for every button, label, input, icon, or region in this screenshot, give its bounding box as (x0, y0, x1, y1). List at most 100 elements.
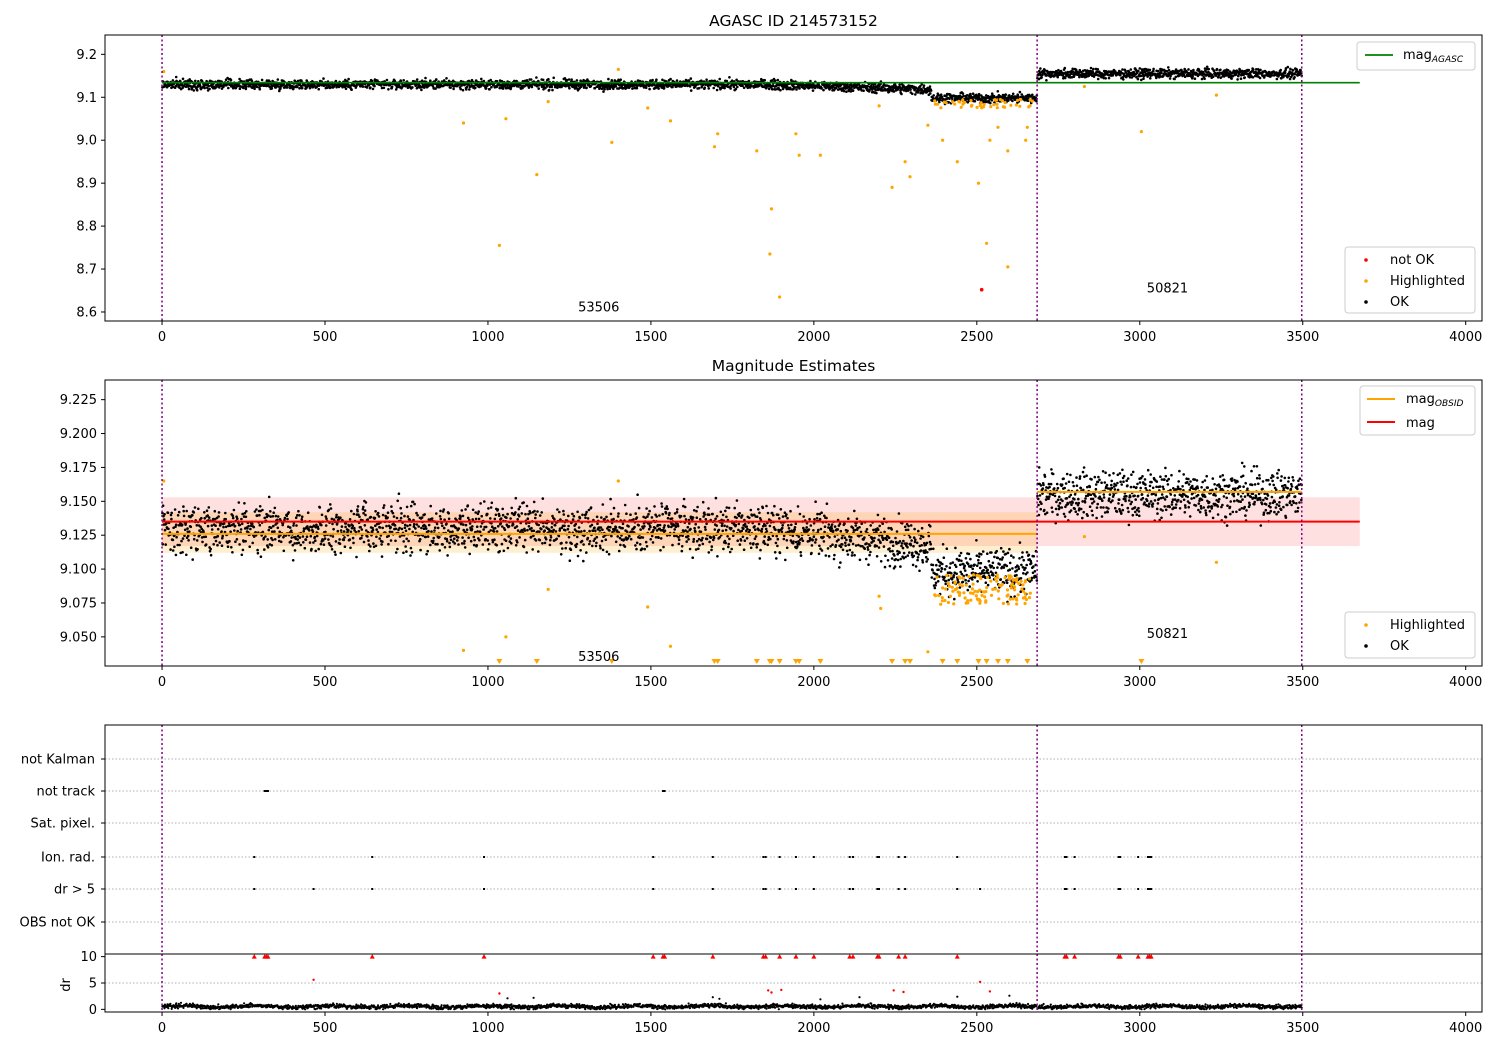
ok-point (206, 514, 209, 517)
ok-point (256, 551, 260, 555)
ok-point (609, 525, 612, 529)
ok-point (830, 527, 834, 530)
ok-point (411, 500, 415, 504)
highlighted-point (1006, 149, 1010, 153)
ok-point (324, 530, 327, 534)
ok-point (196, 548, 199, 551)
ok-point (767, 87, 771, 91)
ok-point (489, 529, 493, 532)
ok-point (217, 511, 221, 514)
ok-point (782, 537, 786, 541)
ok-point (800, 537, 804, 540)
ok-point (571, 512, 574, 516)
ok-point (170, 517, 173, 521)
ok-point (914, 86, 918, 90)
ok-point (715, 515, 719, 518)
ok-point (181, 551, 184, 554)
ok-point (492, 530, 496, 533)
ok-point (498, 86, 502, 90)
ok-point (686, 525, 690, 529)
ok-point (350, 88, 353, 91)
ok-point (373, 516, 377, 520)
ok-point (665, 505, 669, 508)
ok-point (1282, 74, 1286, 77)
ok-point (553, 523, 557, 527)
ok-point (427, 523, 431, 527)
ok-point (1140, 78, 1143, 82)
ok-point (766, 511, 770, 515)
ok-point (302, 541, 305, 544)
ok-point (776, 78, 780, 82)
ok-point (1035, 99, 1038, 103)
ok-point (763, 535, 766, 538)
ok-point (868, 88, 871, 92)
ok-point (349, 546, 352, 550)
ok-point (544, 538, 548, 541)
ok-point (387, 542, 390, 546)
ok-point (664, 511, 668, 515)
ok-point (464, 523, 468, 527)
ok-point (600, 539, 604, 543)
ok-point (452, 87, 455, 91)
obsid-label: 53506 (578, 301, 619, 316)
ok-point (272, 524, 275, 528)
ok-point (760, 527, 764, 531)
ok-point (1063, 66, 1067, 70)
ok-point (446, 554, 449, 557)
ok-point (419, 548, 422, 552)
ok-point (1096, 68, 1100, 71)
ok-point (308, 541, 312, 544)
highlighted-point (1214, 93, 1218, 97)
ok-point (595, 515, 599, 519)
ok-point (279, 540, 283, 544)
ok-point (812, 529, 815, 532)
ok-point (1121, 68, 1124, 71)
ok-point (233, 524, 237, 528)
ok-point (1234, 73, 1238, 76)
panel-title: Magnitude Estimates (712, 357, 876, 375)
ok-point (266, 546, 270, 549)
ok-point (802, 515, 805, 518)
ok-point (238, 543, 241, 546)
ok-point (343, 83, 346, 86)
highlighted-point (668, 119, 673, 123)
highlighted-point (1018, 97, 1022, 102)
ok-point (408, 518, 412, 521)
ok-point (793, 526, 797, 529)
ok-point (242, 86, 245, 90)
ok-point (1217, 74, 1221, 77)
ok-point (238, 87, 242, 90)
ok-point (388, 530, 392, 534)
highlighted-point (1014, 103, 1019, 107)
ok-point (249, 527, 252, 531)
ok-point (537, 523, 540, 527)
ok-point (543, 541, 547, 545)
ok-point (827, 523, 831, 526)
ok-point (282, 549, 286, 553)
ok-point (1215, 67, 1219, 71)
ok-point (330, 545, 333, 548)
ok-point (445, 540, 449, 543)
legend-label: OK (1390, 295, 1409, 310)
ok-point (534, 513, 537, 516)
ok-point (507, 525, 511, 528)
ok-point (724, 509, 727, 513)
highlighted-point (903, 160, 907, 164)
ok-point (239, 528, 243, 531)
ok-point (236, 517, 239, 520)
ok-point (637, 506, 641, 510)
ok-point (477, 510, 481, 513)
highlighted-point (953, 102, 957, 106)
ok-point (922, 84, 926, 87)
ok-point (191, 513, 194, 517)
ok-point (532, 529, 536, 533)
ok-point (734, 87, 738, 91)
ok-point (194, 79, 197, 83)
ok-point (674, 525, 678, 529)
highlighted-point (1003, 105, 1007, 109)
ok-point (549, 538, 552, 542)
ok-point (839, 561, 842, 564)
ok-point (287, 511, 291, 514)
ok-point (658, 523, 662, 527)
ok-point (392, 515, 396, 518)
